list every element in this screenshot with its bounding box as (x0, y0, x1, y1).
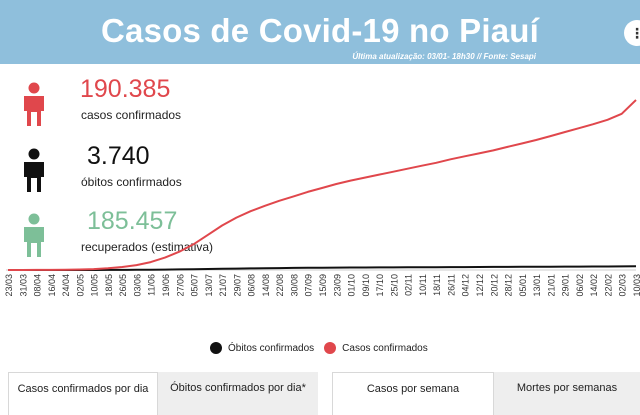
x-tick-label: 13/07 (204, 274, 214, 297)
legend-item-deaths[interactable]: Óbitos confirmados (210, 342, 314, 354)
x-tick-label: 30/08 (289, 274, 299, 297)
x-tick-label: 16/04 (47, 274, 57, 297)
tab-casos-por-dia[interactable]: Casos confirmados por dia (8, 372, 158, 415)
x-tick-label: 18/11 (432, 274, 442, 296)
x-tick-label: 25/10 (389, 274, 399, 297)
x-tick-label: 01/10 (347, 274, 357, 297)
legend-dot-cases (324, 342, 337, 354)
series-line-cases (8, 99, 637, 271)
legend-label-deaths: Óbitos confirmados (228, 342, 315, 354)
x-tick-label: 23/03 (4, 274, 14, 297)
update-info: Última atualização: 03/01- 18h30 // Font… (352, 52, 536, 61)
deaths-value: 3.740 (87, 142, 150, 170)
x-tick-label: 05/07 (190, 274, 200, 297)
tab-casos-por-semana[interactable]: Casos por semana (332, 372, 494, 415)
x-tick-label: 02/11 (404, 274, 414, 296)
x-tick-label: 28/12 (504, 274, 514, 297)
tab-mortes-por-semanas[interactable]: Mortes por semanas (494, 372, 640, 415)
x-tick-label: 29/01 (561, 274, 571, 297)
x-tick-label: 29/07 (232, 274, 242, 297)
x-tick-label: 14/02 (589, 274, 599, 297)
cases-line-chart: 23/03 31/03 08/04 16/04 24/04 02/05 10/05 18/05… (4, 99, 640, 297)
x-tick-label: 03/06 (132, 274, 142, 297)
x-tick-label: 05/01 (518, 274, 528, 297)
header-banner: Casos de Covid-19 no Piauí Última atuali… (0, 0, 640, 64)
x-tick-label: 06/08 (247, 274, 257, 297)
chart-legend: Óbitos confirmados Casos confirmados (210, 342, 438, 354)
x-tick-label: 10/11 (418, 274, 428, 296)
x-tick-label: 08/04 (33, 274, 43, 297)
x-tick-label: 17/10 (375, 274, 385, 297)
legend-dot-deaths (210, 342, 222, 354)
x-tick-label: 15/09 (318, 274, 328, 297)
page-title: Casos de Covid-19 no Piauí (101, 12, 539, 49)
tabs-right: Casos por semana Mortes por semanas (332, 372, 640, 415)
recovered-value: 185.457 (87, 207, 178, 235)
legend-label-cases: Casos confirmados (342, 342, 428, 354)
x-tick-label: 02/05 (75, 274, 85, 297)
person-icon-confirmed (24, 82, 44, 126)
confirmed-value: 190.385 (80, 75, 171, 103)
x-tick-label: 10/05 (90, 274, 100, 297)
x-tick-label: 31/03 (18, 274, 28, 297)
x-tick-label: 26/11 (446, 274, 456, 296)
x-tick-label: 13/01 (532, 274, 542, 297)
x-tick-label: 11/06 (147, 274, 157, 296)
x-tick-label: 04/12 (461, 274, 471, 297)
x-tick-label: 14/08 (261, 274, 271, 297)
x-tick-label: 07/09 (304, 274, 314, 297)
series-line-deaths (8, 265, 637, 271)
x-tick-label: 20/12 (489, 274, 499, 297)
x-tick-label: 18/05 (104, 274, 114, 297)
ellipsis-icon[interactable]: ⋮ (624, 20, 640, 46)
x-tick-label: 26/05 (118, 274, 128, 297)
x-tick-label: 23/09 (332, 274, 342, 297)
person-icon-recovered (24, 213, 44, 257)
deaths-label: óbitos confirmados (81, 175, 182, 189)
legend-item-cases[interactable]: Casos confirmados (324, 342, 428, 354)
x-tick-label: 09/10 (361, 274, 371, 297)
x-tick-label: 24/04 (61, 274, 71, 297)
x-tick-label: 10/03 (632, 274, 640, 297)
x-tick-label: 21/07 (218, 274, 228, 297)
x-tick-label: 22/02 (603, 274, 613, 297)
x-tick-label: 12/12 (475, 274, 485, 297)
x-tick-label: 06/02 (575, 274, 585, 297)
person-icon-deaths (24, 148, 44, 192)
x-tick-label: 27/06 (175, 274, 185, 297)
x-tick-label: 21/01 (546, 274, 556, 297)
x-tick-label: 02/03 (618, 274, 628, 297)
tabs-left: Casos confirmados por dia Óbitos confirm… (8, 372, 318, 415)
x-tick-label: 19/06 (161, 274, 171, 297)
x-tick-label: 22/08 (275, 274, 285, 297)
confirmed-label: casos confirmados (81, 108, 182, 122)
tab-obitos-por-dia[interactable]: Óbitos confirmados por dia* (158, 372, 318, 415)
